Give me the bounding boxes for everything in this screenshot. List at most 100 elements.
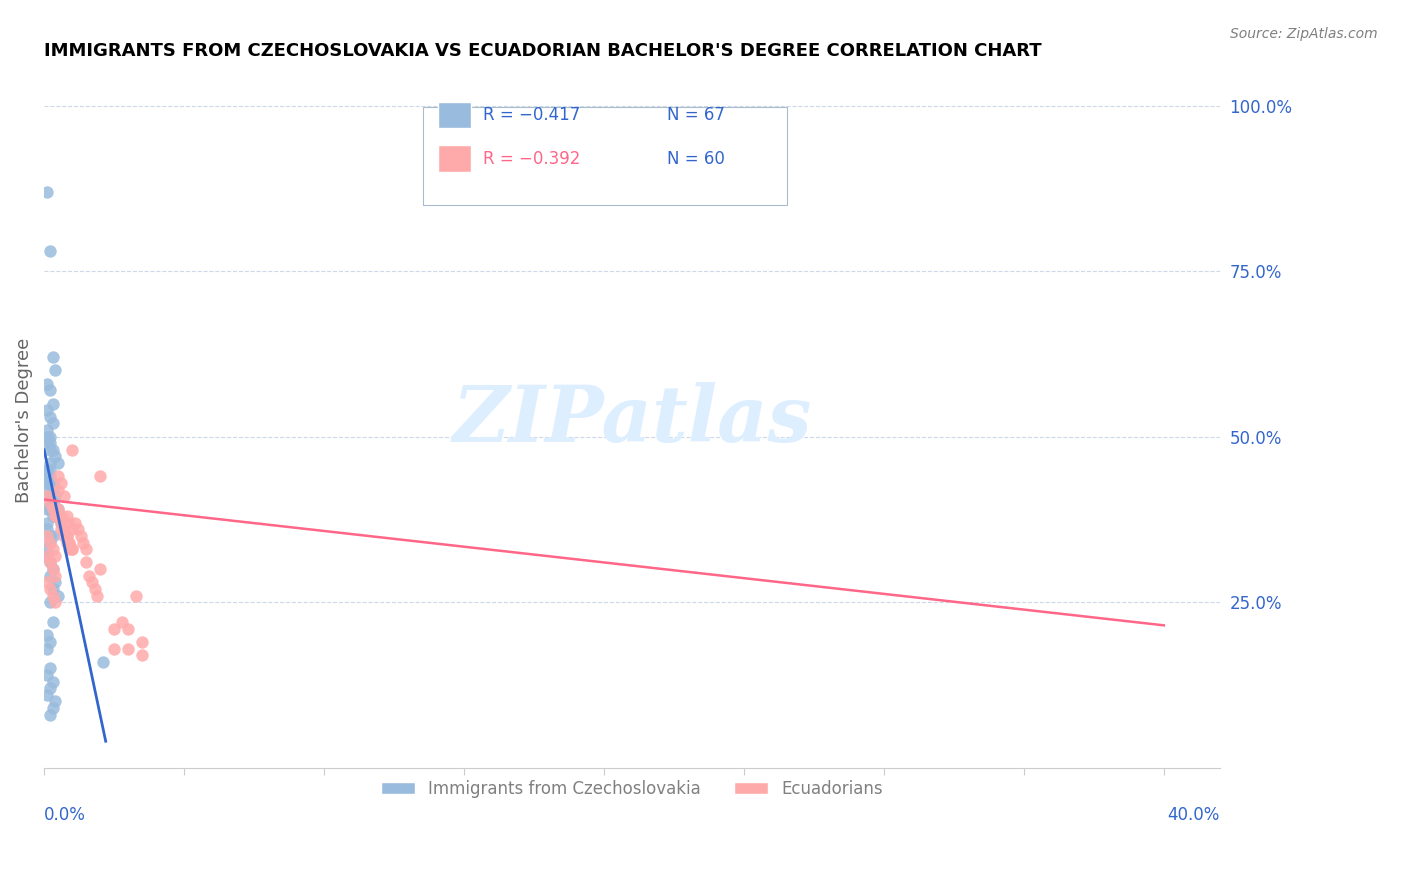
- Point: [38, 535, 60, 549]
- Point: [35, 185, 58, 199]
- Point: [44, 549, 66, 563]
- FancyBboxPatch shape: [439, 145, 471, 172]
- Point: [72, 535, 94, 549]
- Point: [44, 568, 66, 582]
- Point: [44, 489, 66, 503]
- Point: [83, 582, 105, 596]
- Point: [38, 409, 60, 424]
- Point: [49, 522, 72, 536]
- Point: [38, 529, 60, 543]
- Point: [60, 542, 83, 557]
- Point: [58, 535, 80, 549]
- Point: [44, 509, 66, 524]
- Point: [35, 483, 58, 497]
- Point: [35, 522, 58, 536]
- Point: [38, 496, 60, 510]
- Point: [49, 509, 72, 524]
- Point: [35, 628, 58, 642]
- Point: [35, 463, 58, 477]
- Point: [55, 509, 77, 524]
- Point: [35, 403, 58, 417]
- Point: [38, 502, 60, 516]
- Point: [38, 496, 60, 510]
- Point: [58, 535, 80, 549]
- Point: [35, 463, 58, 477]
- Point: [38, 582, 60, 596]
- Point: [35, 516, 58, 530]
- Point: [38, 556, 60, 570]
- Point: [46, 509, 69, 524]
- Point: [44, 509, 66, 524]
- Point: [49, 475, 72, 490]
- Point: [77, 568, 100, 582]
- Text: IMMIGRANTS FROM CZECHOSLOVAKIA VS ECUADORIAN BACHELOR'S DEGREE CORRELATION CHART: IMMIGRANTS FROM CZECHOSLOVAKIA VS ECUADO…: [44, 42, 1042, 60]
- Point: [35, 436, 58, 450]
- Point: [41, 502, 63, 516]
- Point: [41, 509, 63, 524]
- Point: [41, 529, 63, 543]
- Point: [41, 396, 63, 410]
- Point: [41, 582, 63, 596]
- Text: N = 60: N = 60: [668, 150, 725, 168]
- Point: [117, 622, 139, 636]
- Point: [80, 575, 103, 590]
- Point: [46, 589, 69, 603]
- Point: [38, 661, 60, 675]
- Point: [35, 502, 58, 516]
- Point: [69, 529, 91, 543]
- Point: [38, 244, 60, 259]
- Point: [41, 350, 63, 364]
- Text: Source: ZipAtlas.com: Source: ZipAtlas.com: [1230, 27, 1378, 41]
- Point: [44, 694, 66, 708]
- Point: [60, 522, 83, 536]
- Point: [41, 615, 63, 629]
- Point: [52, 529, 75, 543]
- Point: [35, 542, 58, 557]
- FancyBboxPatch shape: [439, 102, 471, 128]
- Y-axis label: Bachelor's Degree: Bachelor's Degree: [15, 337, 32, 503]
- Point: [38, 595, 60, 609]
- Point: [38, 384, 60, 398]
- Legend: Immigrants from Czechoslovakia, Ecuadorians: Immigrants from Czechoslovakia, Ecuadori…: [375, 773, 889, 805]
- Point: [44, 450, 66, 464]
- Text: R = −0.392: R = −0.392: [482, 150, 581, 168]
- Point: [60, 542, 83, 557]
- Point: [89, 469, 111, 483]
- Point: [38, 429, 60, 443]
- Point: [125, 589, 148, 603]
- Text: 0.0%: 0.0%: [44, 806, 86, 824]
- Point: [35, 688, 58, 702]
- Point: [41, 701, 63, 715]
- Point: [35, 423, 58, 437]
- Point: [38, 442, 60, 457]
- Text: ZIPatlas: ZIPatlas: [453, 382, 811, 458]
- Point: [52, 489, 75, 503]
- Point: [38, 436, 60, 450]
- Point: [75, 542, 97, 557]
- Point: [41, 542, 63, 557]
- Point: [41, 562, 63, 576]
- Point: [35, 641, 58, 656]
- Point: [41, 475, 63, 490]
- Point: [111, 615, 134, 629]
- Point: [55, 535, 77, 549]
- Point: [58, 542, 80, 557]
- Point: [38, 556, 60, 570]
- Point: [35, 668, 58, 682]
- Point: [103, 622, 125, 636]
- Point: [38, 489, 60, 503]
- Point: [35, 475, 58, 490]
- Point: [46, 502, 69, 516]
- Point: [55, 529, 77, 543]
- Point: [75, 556, 97, 570]
- Point: [41, 674, 63, 689]
- Text: N = 67: N = 67: [668, 106, 725, 124]
- Point: [131, 648, 153, 662]
- Point: [38, 707, 60, 722]
- Point: [35, 575, 58, 590]
- Point: [38, 475, 60, 490]
- Point: [46, 469, 69, 483]
- Text: R = −0.417: R = −0.417: [482, 106, 579, 124]
- Point: [49, 516, 72, 530]
- Point: [63, 516, 86, 530]
